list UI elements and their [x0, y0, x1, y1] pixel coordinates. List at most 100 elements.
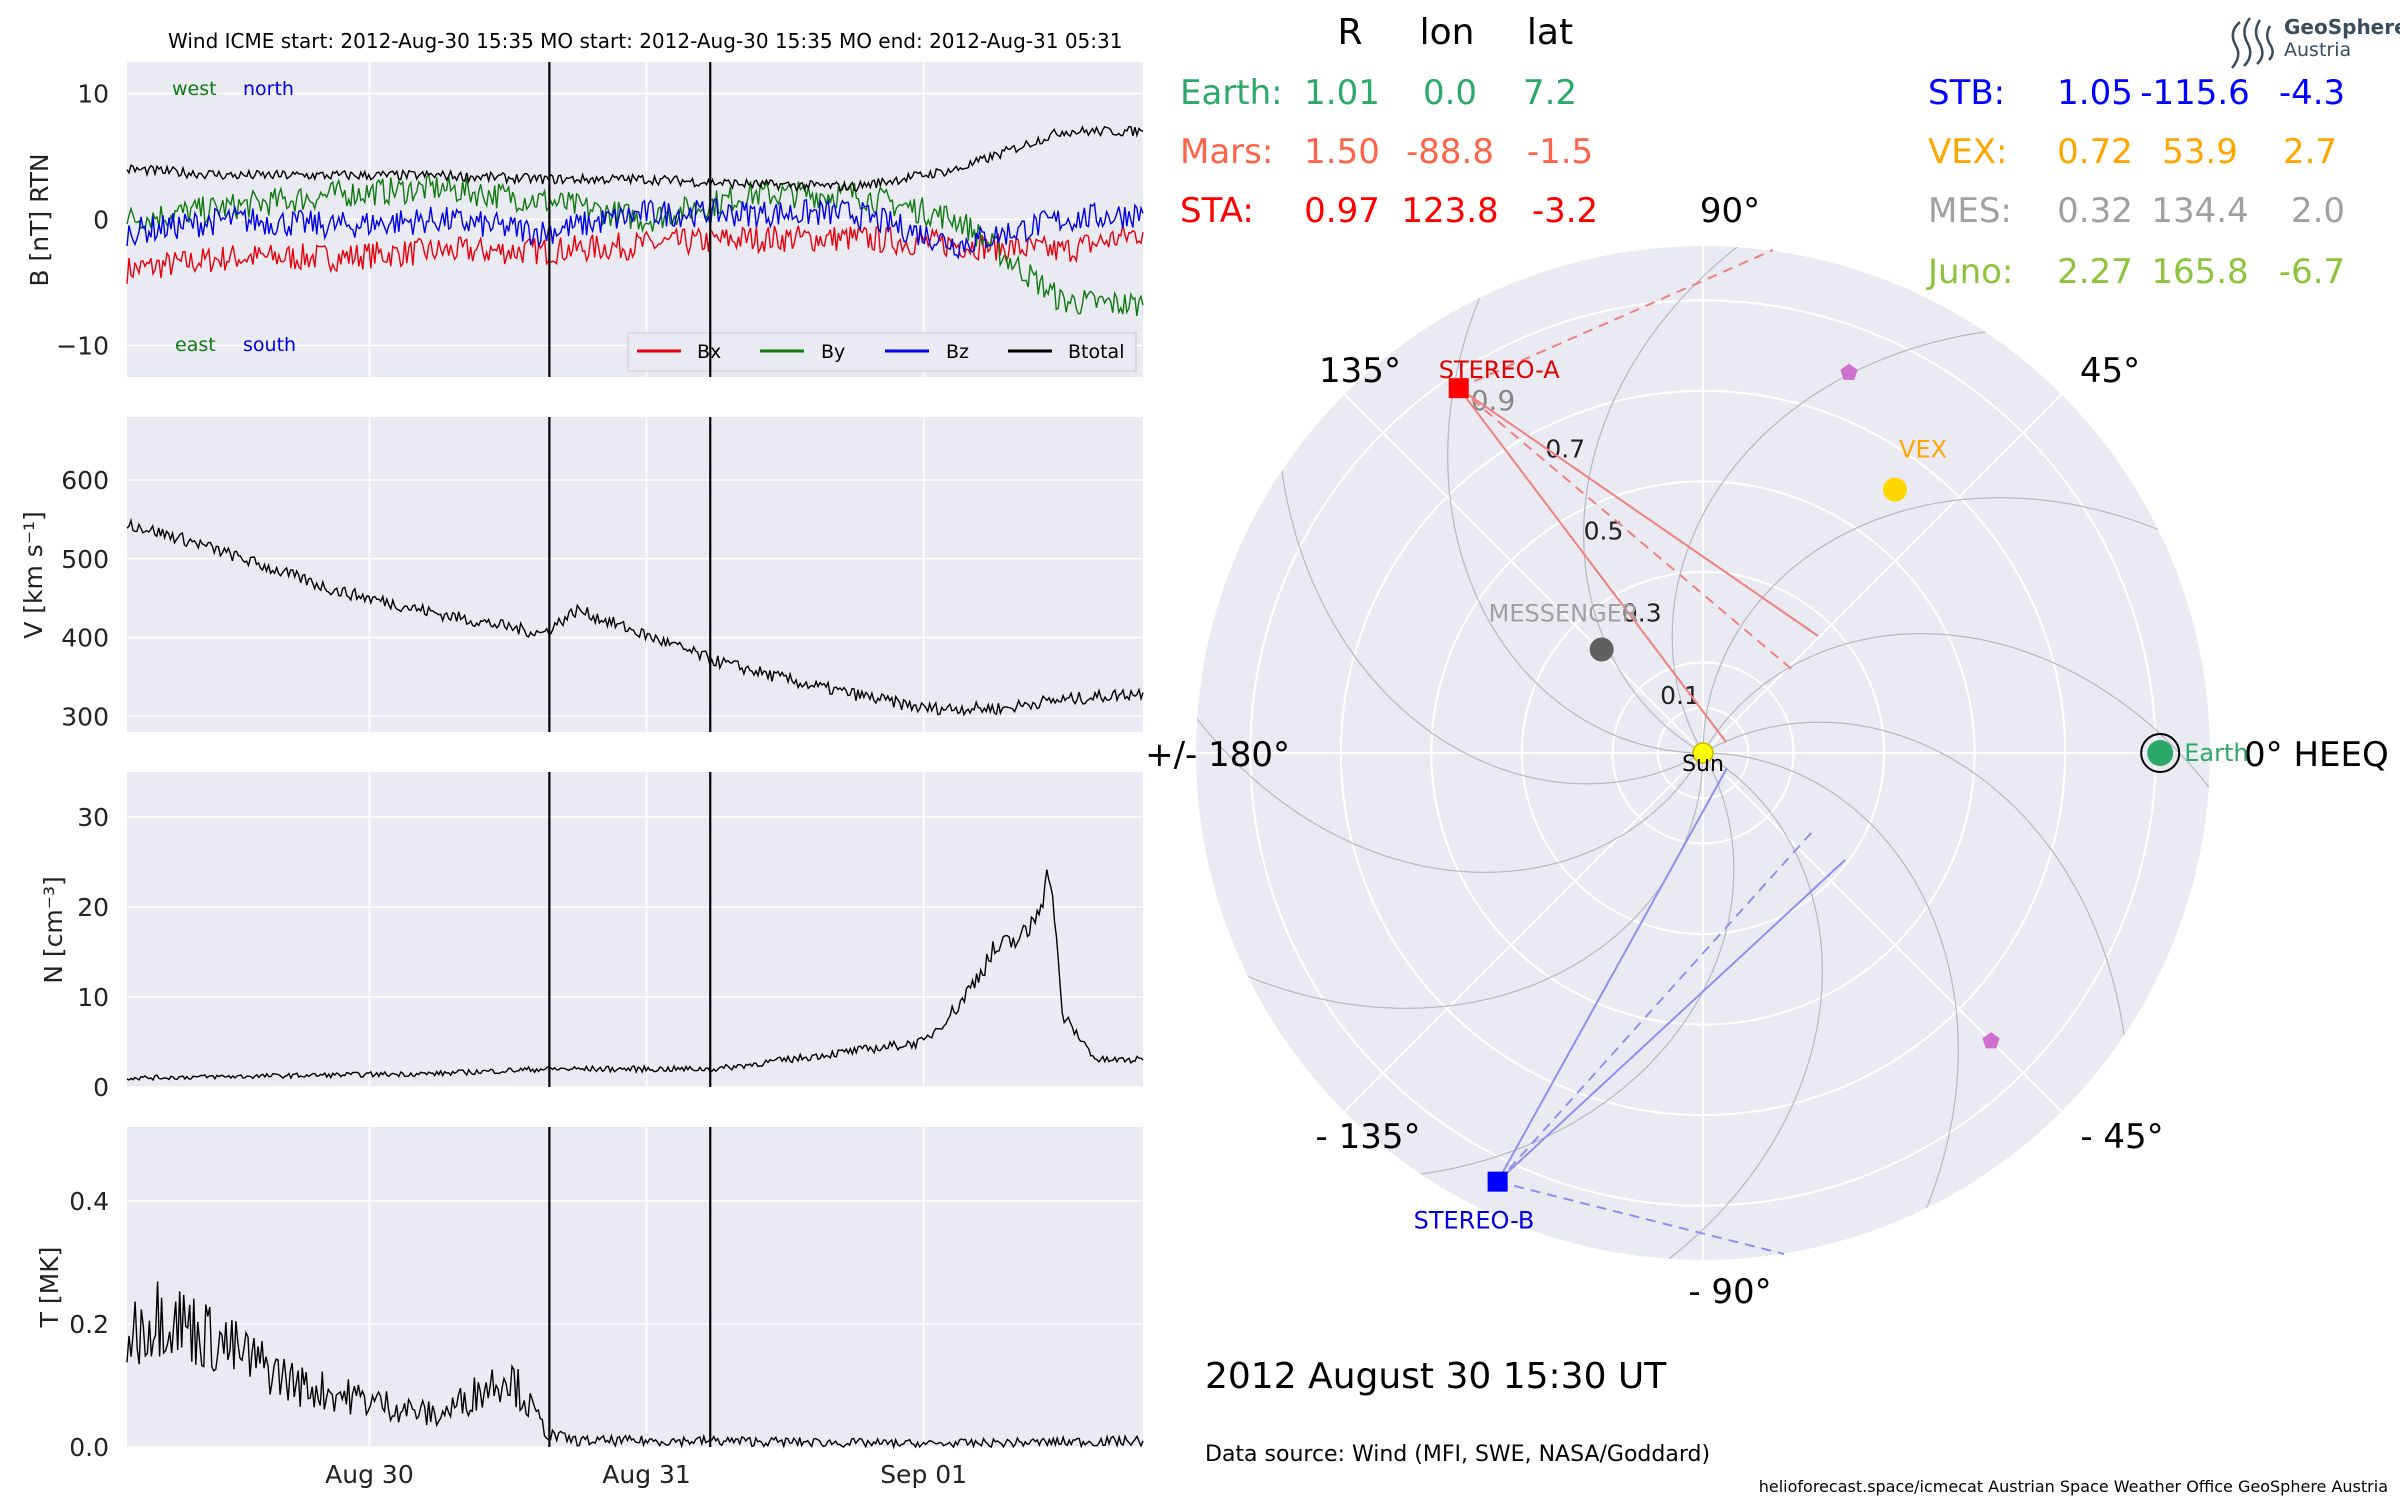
- polar-plot: 0.10.30.50.70.9 90°45°0° HEEQ- 45°- 90°-…: [1145, 191, 2389, 1312]
- y-tick-labels: 10 0 −10: [56, 80, 109, 361]
- table-header-lon: lon: [1420, 12, 1475, 53]
- parker-spiral-line: [1447, 246, 1705, 754]
- panel-velocity: 600 500 400 300 V [km s⁻¹]: [19, 417, 1144, 732]
- logo-icon: [2231, 17, 2274, 69]
- row-name: STA:: [1180, 191, 1254, 231]
- row-lon: -88.8: [1406, 132, 1494, 172]
- row-name: Mars:: [1180, 132, 1273, 172]
- angle-label: +/- 180°: [1145, 735, 1290, 775]
- plot-title: Wind ICME start: 2012-Aug-30 15:35 MO st…: [168, 29, 1122, 53]
- row-lon: 123.8: [1401, 191, 1498, 231]
- sta-fov-line-dashed: [1458, 387, 1796, 673]
- panel-background: [127, 772, 1143, 1087]
- row-lat: 7.2: [1523, 73, 1577, 113]
- row-lon: 53.9: [2162, 132, 2238, 172]
- series-line-t: [126, 1281, 1144, 1450]
- angular-grid-line: [1702, 752, 2063, 1113]
- annotation-west: west: [172, 78, 217, 100]
- series-line-btotal: [126, 125, 1144, 193]
- legend-label-bz: Bz: [946, 341, 969, 363]
- panel-magnetic-field: 100−10 B [nT] RTN west north east south …: [25, 62, 1144, 377]
- row-name: MES:: [1928, 191, 2012, 231]
- row-r: 0.72: [2057, 132, 2133, 172]
- row-name: VEX:: [1928, 132, 2008, 172]
- row-lat: -1.5: [1527, 132, 1593, 172]
- parker-spiral-line: [1702, 633, 2210, 1112]
- row-earth: Earth: 1.01 0.0 7.2: [1180, 73, 1577, 113]
- y-tick-label: 20: [77, 893, 109, 922]
- y-tick-label: 600: [61, 466, 109, 495]
- stb-fov-line: [1496, 767, 1728, 1183]
- y-tick-labels: 600 500 400 300: [61, 466, 109, 731]
- series-line-bx: [126, 224, 1144, 284]
- angle-label: 135°: [1319, 351, 1401, 391]
- radial-tick-label: 0.7: [1545, 435, 1585, 464]
- annotation-south: south: [243, 334, 296, 356]
- y-tick-label: 0: [93, 206, 109, 235]
- row-r: 2.27: [2057, 252, 2133, 292]
- logo-text-primary: GeoSphere: [2284, 15, 2400, 39]
- row-lat: -6.7: [2279, 252, 2345, 292]
- stereo-b-label: STEREO-B: [1414, 1207, 1535, 1235]
- series-line-n: [126, 869, 1144, 1082]
- parker-spiral-line: [1196, 394, 1704, 873]
- row-mes: MES: 0.32 134.4 2.0: [1928, 191, 2345, 231]
- stereo-a-marker: [1448, 378, 1469, 399]
- row-lon: 165.8: [2151, 252, 2248, 292]
- angle-label: - 90°: [1688, 1272, 1771, 1312]
- y-tick-label: 500: [61, 545, 109, 574]
- row-stb: STB: 1.05 -115.6 -4.3: [1928, 73, 2345, 113]
- event-boundary-lines: [548, 62, 712, 1447]
- earth-label: Earth: [2184, 739, 2248, 767]
- row-vex: VEX: 0.72 53.9 2.7: [1928, 132, 2337, 172]
- annotation-north: north: [243, 78, 294, 100]
- angle-label: 0° HEEQ: [2244, 735, 2389, 775]
- sta-fov-line-dashed: [1458, 249, 1774, 390]
- radial-tick-label: 0.1: [1660, 681, 1700, 710]
- row-r: 1.05: [2057, 73, 2133, 113]
- row-juno: Juno: 2.27 165.8 -6.7: [1926, 252, 2345, 292]
- polar-marks: Sun Earth STEREO-A STEREO-B VEX MESSENGER: [1414, 249, 2249, 1255]
- earth-orbit-ring: [2140, 733, 2181, 773]
- row-name: STB:: [1928, 73, 2005, 113]
- footer-datetime: 2012 August 30 15:30 UT: [1205, 1356, 1667, 1397]
- messenger-marker: [1589, 637, 1614, 662]
- table-header-lat: lat: [1527, 12, 1573, 53]
- series-group: [126, 1281, 1144, 1450]
- pentagon-marker: [1840, 363, 1858, 380]
- stereo-b-marker: [1487, 1171, 1508, 1192]
- grid-lines: [127, 772, 1143, 1088]
- y-tick-label: 0: [93, 1073, 109, 1102]
- earth-marker: [2147, 740, 2174, 766]
- series-group: [126, 517, 1144, 717]
- x-tick-label: Aug 30: [325, 1460, 414, 1489]
- y-tick-labels: 0.4 0.2 0.0: [69, 1187, 109, 1462]
- logo-text-secondary: Austria: [2284, 39, 2351, 61]
- row-lon: -115.6: [2140, 73, 2250, 113]
- parker-spiral-line: [1583, 246, 2062, 754]
- y-tick-label: −10: [56, 332, 109, 361]
- panel-background: [127, 417, 1143, 732]
- legend-label-btotal: Btotal: [1068, 341, 1124, 363]
- y-tick-label: 400: [61, 624, 109, 653]
- stereo-a-label: STEREO-A: [1439, 356, 1561, 384]
- parker-spiral-line: [1344, 752, 1823, 1260]
- y-axis-label-b: B [nT] RTN: [25, 153, 54, 286]
- panel-density: 30 20 10 0 N [cm⁻³]: [39, 772, 1144, 1102]
- series-group: [126, 125, 1144, 317]
- row-name: Earth:: [1180, 73, 1283, 113]
- parker-spiral-line: [1702, 497, 2210, 755]
- angle-label: 90°: [1700, 191, 1760, 231]
- sta-fov-line: [1458, 387, 1819, 637]
- panel-temperature: 0.4 0.2 0.0 T [MK] Aug 30 Aug 31 Sep 01: [35, 1127, 1144, 1489]
- y-axis-label-t: T [MK]: [35, 1247, 64, 1329]
- footer-credit: helioforecast.space/icmecat Austrian Spa…: [1759, 1477, 2388, 1496]
- table-header-r: R: [1337, 12, 1362, 53]
- grid-lines: [127, 417, 1143, 732]
- venus-express-marker: [1883, 477, 1908, 502]
- angular-grid-line: [1343, 752, 1704, 1113]
- messenger-label: MESSENGER: [1489, 600, 1639, 628]
- sta-fov-line: [1457, 387, 1727, 743]
- y-tick-label: 0.0: [69, 1433, 109, 1462]
